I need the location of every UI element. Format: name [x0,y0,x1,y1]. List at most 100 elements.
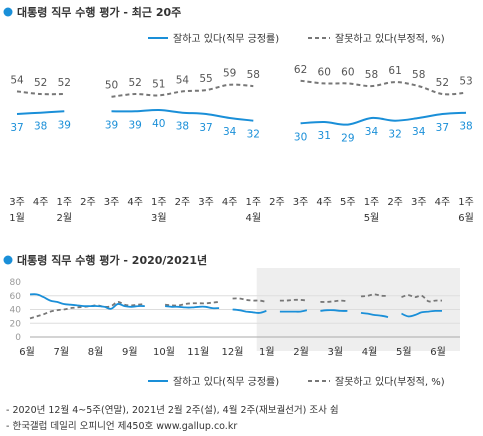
disapprove-data-label: 58 [412,69,425,81]
x-tick-label: 3주 [198,197,214,208]
month-label: 3월 [151,212,167,224]
disapprove-data-label: 50 [105,80,118,92]
x-tick-label: 2주 [80,197,96,208]
disapprove-line [111,83,254,98]
x-tick-label: 10월 [153,346,175,358]
x-tick-label: 6월 [430,346,446,358]
x-tick-label: 1주 [364,197,380,208]
disapprove-line [279,298,308,302]
disapprove-line [320,299,348,303]
approve-data-label: 39 [128,119,141,131]
x-tick-label: 4월 [362,346,378,358]
x-tick-label: 3월 [327,346,343,358]
x-tick-label: 7월 [53,346,69,358]
approve-line [111,108,254,122]
disapprove-data-label: 52 [58,77,71,89]
month-label: 6월 [458,212,474,224]
approve-line [279,309,308,313]
approve-data-label: 29 [341,133,354,145]
disapprove-data-label: 55 [199,73,212,85]
y-tick-label: 60 [10,292,22,302]
x-tick-label: 9월 [122,346,138,358]
footnote: - 한국갤럽 데일리 오피니언 제450호 www.gallup.co.kr [6,421,238,432]
y-tick-label: 80 [10,278,22,288]
disapprove-line [300,79,467,96]
approve-data-label: 32 [247,129,260,141]
x-tick-label: 1주 [246,197,262,208]
x-tick-label: 2주 [175,197,191,208]
top-chart-title: 대통령 직무 수행 평가 - 최근 20주 [17,5,181,19]
x-tick-label: 4주 [127,197,143,208]
approve-data-label: 39 [58,119,71,131]
approve-data-label: 38 [459,121,472,133]
month-label: 1월 [9,212,25,224]
x-tick-label: 4주 [222,197,238,208]
disapprove-data-label: 60 [341,66,354,78]
x-tick-label: 5월 [396,346,412,358]
chart-canvas: 대통령 직무 수행 평가 - 최근 20주 잘하고 있다(직무 긍정률) 잘못하… [3,5,474,388]
approve-data-label: 38 [34,121,47,133]
x-tick-label: 2주 [387,197,403,208]
top-legend-disapprove-label: 잘못하고 있다(부정적, %) [335,32,445,45]
bottom-chart: 0 20 40 60 80 6월 7월 8월 9월 10월 11월 12월 1월 2월 3월 4월 5월 6월 [10,268,460,358]
x-tick-label: 6월 [19,346,35,358]
disapprove-data-label: 58 [247,69,260,81]
x-tick-label: 2월 [293,346,309,358]
x-tick-label: 1월 [259,346,275,358]
top-legend-approve-label: 잘하고 있다(직무 긍정률) [173,32,279,45]
disapprove-data-label: 59 [223,68,236,80]
month-label: 5월 [364,212,380,224]
x-tick-label: 2주 [269,197,285,208]
disapprove-line [360,293,389,298]
disapprove-data-label: 52 [436,77,449,89]
approve-line [232,308,267,314]
disapprove-data-label: 52 [34,77,47,89]
x-tick-label: 12월 [222,346,244,358]
approve-data-label: 32 [388,129,401,141]
disapprove-data-label: 62 [294,64,307,76]
top-chart: 54 52 52 50 52 51 54 55 59 58 62 60 60 58 61 58 52 53 37 38… [9,64,474,224]
disapprove-data-label: 58 [365,69,378,81]
x-tick-label: 4주 [435,197,451,208]
disapprove-data-label: 51 [152,78,165,90]
disapprove-line [16,90,65,96]
month-label: 2월 [56,212,72,224]
title-dot-icon [3,255,13,265]
disapprove-data-label: 60 [318,66,331,78]
approve-data-label: 37 [199,122,212,134]
approve-line [320,309,348,312]
title-dot-icon [3,7,13,17]
approve-data-label: 34 [365,126,379,138]
disapprove-data-label: 54 [176,74,190,86]
x-tick-label: 3주 [411,197,427,208]
approve-line [300,111,467,126]
x-tick-label: 4주 [33,197,49,208]
y-tick-label: 0 [15,333,21,343]
bottom-chart-title: 대통령 직무 수행 평가 - 2020/2021년 [17,253,207,267]
approve-data-label: 39 [105,119,118,131]
y-tick-label: 40 [10,306,22,316]
x-tick-label: 11월 [187,346,209,358]
y-tick-label: 20 [10,319,22,329]
month-label: 4월 [246,212,262,224]
approve-line [401,309,443,318]
x-tick-label: 5주 [340,197,356,208]
x-tick-label: 3주 [104,197,120,208]
footnote: - 2020년 12월 4~5주(연말), 2021년 2월 2주(설), 4월… [6,405,339,416]
approve-data-label: 38 [176,121,189,133]
x-tick-label: 3주 [293,197,309,208]
approve-line [29,293,145,310]
approve-line [165,305,220,310]
bottom-legend-approve-label: 잘하고 있다(직무 긍정률) [173,375,279,388]
disapprove-data-label: 54 [10,74,24,86]
approve-data-label: 34 [223,126,237,138]
approve-data-label: 37 [10,122,23,134]
disapprove-data-label: 52 [128,77,141,89]
disapprove-line [401,294,443,303]
x-tick-label: 8월 [88,346,104,358]
bottom-legend-disapprove-label: 잘못하고 있다(부정적, %) [335,375,445,388]
approve-data-label: 37 [436,122,449,134]
x-tick-label: 1주 [56,197,72,208]
x-tick-label: 3주 [9,197,25,208]
